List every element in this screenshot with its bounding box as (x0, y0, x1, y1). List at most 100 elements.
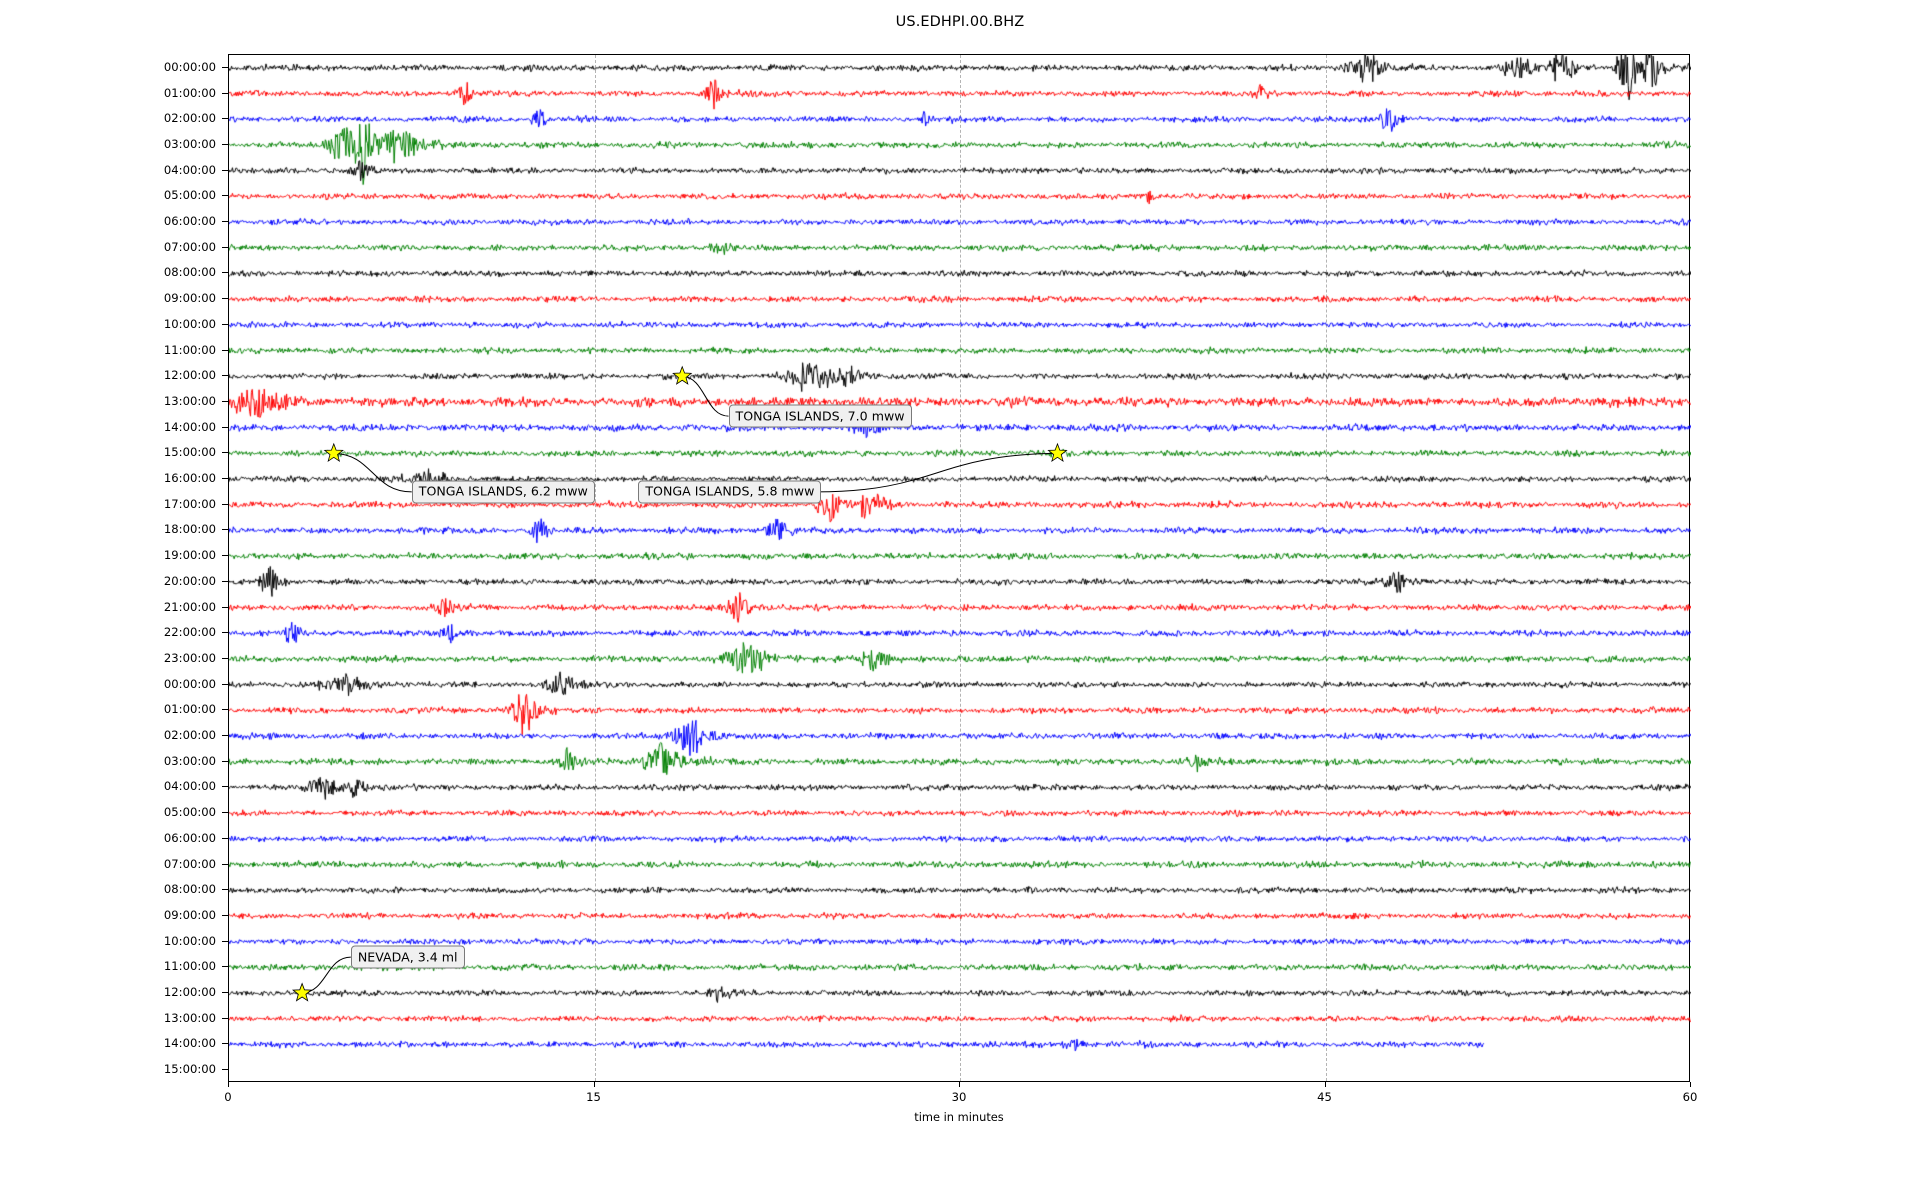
leader-line-1 (333, 452, 412, 493)
y-axis-tick-37 (222, 1017, 228, 1019)
x-axis-label-15: 15 (586, 1090, 601, 1104)
event-star-icon-3[interactable] (291, 982, 313, 1002)
y-axis-tick-20 (222, 580, 228, 582)
y-axis-label-15: 15:00:00 (163, 445, 216, 460)
x-axis-tick-30 (959, 1082, 960, 1087)
y-axis-tick-14 (222, 426, 228, 428)
y-axis-label-36: 12:00:00 (163, 985, 216, 1000)
y-axis-label-8: 08:00:00 (163, 265, 216, 280)
y-axis-tick-17 (222, 503, 228, 505)
y-axis-tick-11 (222, 349, 228, 351)
y-axis-tick-5 (222, 195, 228, 197)
y-axis-label-11: 11:00:00 (163, 342, 216, 357)
y-axis-label-10: 10:00:00 (163, 316, 216, 331)
event-star-icon-2[interactable] (1047, 442, 1068, 462)
y-axis-tick-19 (222, 555, 228, 557)
y-axis-label-5: 05:00:00 (163, 188, 216, 203)
event-annotation-label-1[interactable]: TONGA ISLANDS, 6.2 mww (411, 480, 595, 504)
page-title: US.EDHPI.00.BHZ (895, 14, 1025, 30)
y-axis-label-24: 00:00:00 (163, 676, 216, 691)
y-axis-tick-16 (222, 478, 228, 480)
leader-line-0 (682, 375, 729, 417)
y-axis-tick-7 (222, 246, 228, 248)
y-axis-tick-21 (222, 606, 228, 608)
y-axis-label-13: 13:00:00 (163, 393, 216, 408)
y-axis-label-39: 15:00:00 (163, 1062, 216, 1077)
y-axis-label-26: 02:00:00 (163, 728, 216, 743)
event-star-icon-0[interactable] (672, 365, 693, 385)
y-axis-tick-1 (222, 92, 228, 94)
y-axis-tick-15 (222, 452, 228, 454)
y-axis-label-27: 03:00:00 (163, 753, 216, 768)
x-axis-label-0: 0 (224, 1090, 232, 1104)
x-axis-tick-0 (228, 1082, 229, 1087)
y-axis-tick-3 (222, 143, 228, 145)
y-axis-tick-29 (222, 812, 228, 814)
helicorder-plot-area: TONGA ISLANDS, 7.0 mww TONGA ISLANDS, 6.2… (228, 54, 1691, 1083)
leader-line-2 (816, 452, 1058, 493)
y-axis-label-28: 04:00:00 (163, 779, 216, 794)
x-axis-label-60: 60 (1682, 1090, 1698, 1104)
y-axis-label-34: 10:00:00 (163, 933, 216, 948)
y-axis-tick-9 (222, 298, 228, 300)
x-axis-tick-15 (593, 1082, 595, 1087)
y-axis-tick-22 (222, 632, 228, 634)
y-axis-tick-6 (222, 221, 228, 223)
y-axis-label-7: 07:00:00 (163, 239, 216, 254)
y-axis-tick-39 (222, 1069, 228, 1071)
trace-canvas (229, 55, 1691, 1083)
y-axis-label-14: 14:00:00 (163, 419, 216, 434)
y-axis-label-16: 16:00:00 (163, 471, 216, 486)
y-axis-tick-36 (222, 992, 228, 994)
y-axis-label-3: 03:00:00 (163, 136, 216, 151)
y-axis-label-37: 13:00:00 (163, 1010, 216, 1025)
y-axis-tick-38 (222, 1043, 228, 1045)
y-axis-tick-0 (222, 66, 228, 68)
y-axis-label-32: 08:00:00 (163, 882, 216, 897)
event-annotation-label-0[interactable]: TONGA ISLANDS, 7.0 mww (728, 404, 912, 428)
event-annotation-label-3[interactable]: NEVADA, 3.4 ml (350, 945, 465, 969)
event-annotations: TONGA ISLANDS, 7.0 mww TONGA ISLANDS, 6.2… (229, 55, 1689, 1081)
y-axis-tick-32 (222, 889, 228, 891)
y-axis-label-18: 18:00:00 (163, 522, 216, 537)
y-axis-tick-28 (222, 786, 228, 788)
y-axis-label-38: 14:00:00 (163, 1036, 216, 1051)
y-axis-tick-18 (222, 529, 228, 531)
y-axis-tick-25 (222, 709, 228, 711)
y-axis-label-23: 23:00:00 (163, 650, 216, 665)
y-axis-tick-33 (222, 914, 228, 916)
y-axis-label-6: 06:00:00 (163, 214, 216, 229)
y-axis-label-21: 21:00:00 (163, 599, 216, 614)
y-axis-label-17: 17:00:00 (163, 496, 216, 511)
y-axis-tick-34 (222, 940, 228, 942)
x-axis-tick-45 (1324, 1082, 1326, 1087)
y-axis-tick-24 (222, 683, 228, 685)
x-axis-tick-60 (1690, 1082, 1691, 1087)
seismic-traces (229, 55, 1691, 1083)
y-axis-tick-31 (222, 863, 228, 865)
y-axis-tick-12 (222, 375, 228, 377)
y-axis-label-4: 04:00:00 (163, 162, 216, 177)
annotation-leader-lines (291, 365, 1068, 1002)
y-axis-tick-26 (222, 735, 228, 737)
y-axis-tick-13 (222, 400, 228, 402)
y-axis-label-1: 01:00:00 (163, 85, 216, 100)
y-axis-label-2: 02:00:00 (163, 111, 216, 126)
y-axis-label-19: 19:00:00 (163, 548, 216, 563)
y-axis-label-0: 00:00:00 (163, 59, 216, 74)
y-axis-tick-2 (222, 118, 228, 120)
event-star-icon-1[interactable] (323, 442, 344, 462)
y-axis-label-9: 09:00:00 (163, 291, 216, 306)
y-axis-label-29: 05:00:00 (163, 805, 216, 820)
y-axis-tick-8 (222, 272, 228, 274)
leader-line-3 (302, 956, 351, 994)
y-axis-tick-23 (222, 657, 228, 659)
y-axis-label-31: 07:00:00 (163, 856, 216, 871)
y-axis-label-30: 06:00:00 (163, 830, 216, 845)
event-annotation-label-2[interactable]: TONGA ISLANDS, 5.8 mww (638, 480, 822, 504)
y-axis-label-20: 20:00:00 (163, 573, 216, 588)
y-axis-tick-35 (222, 966, 228, 968)
y-axis-label-33: 09:00:00 (163, 907, 216, 922)
x-axis-title: time in minutes (914, 1110, 1004, 1124)
x-axis-label-45: 45 (1317, 1090, 1332, 1104)
